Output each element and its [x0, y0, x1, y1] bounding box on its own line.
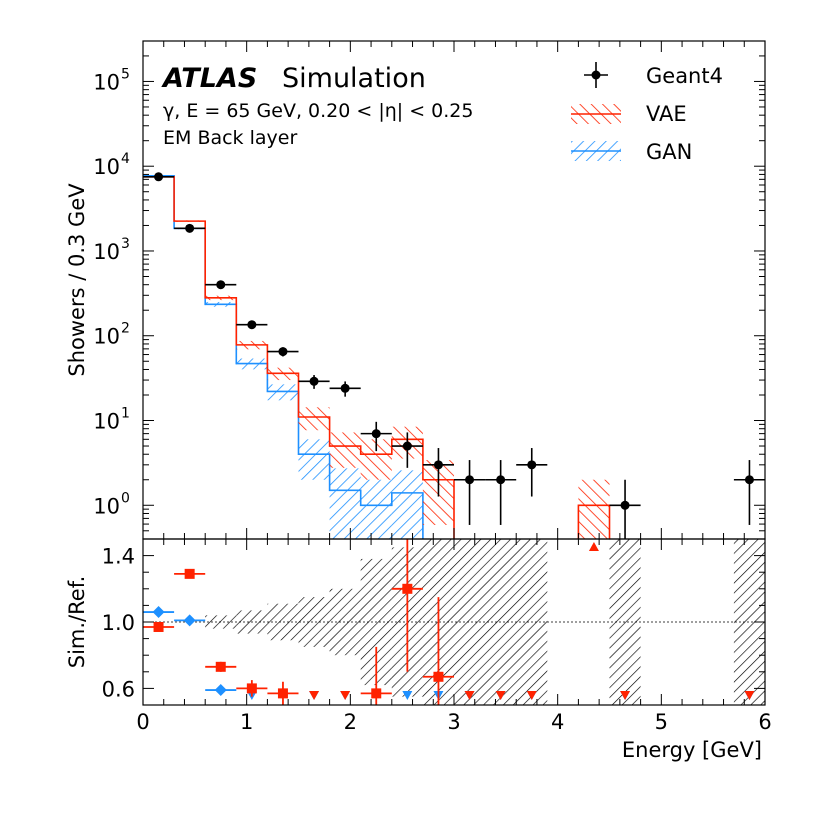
- vae-ratio-point: [153, 621, 164, 632]
- gan-hatch-bin: [267, 384, 299, 401]
- y-tick-label: 10: [93, 325, 120, 349]
- vae-ratio-point: [371, 688, 382, 699]
- geant4-point: [496, 475, 506, 485]
- annotation-line2: EM Back layer: [163, 127, 297, 149]
- legend: Geant4 VAE GAN: [571, 62, 723, 164]
- y-axis-label: Showers / 0.3 GeV: [65, 183, 89, 377]
- y-tick-exponent: 1: [121, 406, 130, 422]
- vae-ratio-point: [246, 683, 257, 694]
- y-tick-exponent: 3: [121, 236, 130, 252]
- x-tick-label: 0: [136, 710, 149, 734]
- geant4-point: [309, 376, 319, 386]
- y-tick-exponent: 2: [121, 321, 130, 337]
- y-tick-exponent: 5: [121, 66, 130, 82]
- vae-hatch-bin: [298, 407, 330, 431]
- geant4-point: [744, 475, 754, 485]
- geant4-point: [185, 223, 195, 233]
- geant4-point: [278, 347, 288, 357]
- geant4-point: [527, 460, 537, 470]
- vae-offscale-down-marker: [309, 691, 320, 700]
- geant4-point: [216, 280, 226, 290]
- gan-ratio-point: [214, 684, 227, 697]
- gan-hatch-bin: [360, 479, 392, 539]
- y-tick-label: 10: [93, 494, 120, 518]
- vae-ratio-point: [433, 671, 444, 682]
- vae-ratio-point: [402, 583, 413, 594]
- y-tick-exponent: 0: [121, 490, 130, 506]
- vae-step-line: [143, 175, 611, 539]
- annotation-line1: γ, E = 65 GeV, 0.20 < |η| < 0.25: [163, 100, 474, 122]
- ratio-y-tick-label: 1.0: [102, 611, 135, 635]
- vae-offscale-up-marker: [588, 542, 599, 551]
- gan-hatch-bin: [298, 439, 330, 480]
- x-tick-label: 2: [344, 710, 357, 734]
- y-tick-label: 10: [93, 155, 120, 179]
- vae-hatch-bin: [329, 432, 361, 468]
- legend-geant4-marker: [584, 62, 608, 88]
- vae-offscale-down-marker: [464, 691, 475, 700]
- y-tick-label: 10: [93, 240, 120, 264]
- gan-hatch-bin: [391, 470, 423, 539]
- vae-offscale-down-marker: [495, 691, 506, 700]
- vae-offscale-down-marker: [526, 691, 537, 700]
- legend-vae-label: VAE: [646, 102, 687, 126]
- vae-ratio-point: [277, 688, 288, 699]
- y-tick-label: 10: [93, 410, 120, 434]
- ratio-y-axis-label: Sim./Ref.: [65, 576, 89, 668]
- geant4-point: [371, 429, 381, 439]
- geant4-point: [340, 383, 350, 393]
- geant4-point: [402, 441, 412, 451]
- ratio-y-tick-label: 1.4: [102, 545, 135, 569]
- y-tick-label: 10: [93, 70, 120, 94]
- vae-ratio-point: [215, 661, 226, 672]
- ratio-panel: [143, 539, 765, 705]
- x-tick-label: 3: [447, 710, 460, 734]
- gan-hatch-bin: [329, 468, 361, 539]
- geant4-point: [247, 320, 257, 330]
- gan-offscale-down-marker: [402, 691, 413, 700]
- x-axis-label: Energy [GeV]: [622, 738, 762, 762]
- geant4-point: [620, 500, 630, 510]
- ratio-y-tick-label: 0.6: [102, 677, 135, 701]
- x-tick-label: 5: [655, 710, 668, 734]
- vae-offscale-down-marker: [340, 691, 351, 700]
- legend-geant4-label: Geant4: [646, 64, 723, 88]
- main-panel: [143, 172, 765, 539]
- vae-ratio-point: [184, 568, 195, 579]
- y-tick-exponent: 4: [121, 151, 130, 167]
- experiment-label: ATLAS: [161, 63, 257, 94]
- legend-gan-label: GAN: [646, 140, 692, 164]
- geant4-point: [465, 475, 475, 485]
- vae-offscale-down-marker: [744, 691, 755, 700]
- x-tick-label: 1: [240, 710, 253, 734]
- geant4-point: [154, 172, 164, 182]
- simulation-label: Simulation: [282, 63, 426, 94]
- gan-ratio-point: [152, 606, 165, 619]
- x-tick-label: 4: [551, 710, 564, 734]
- vae-offscale-down-marker: [620, 691, 631, 700]
- geant4-point: [433, 460, 443, 470]
- gan-step-line: [143, 175, 424, 539]
- vae-hatch-bin: [578, 479, 610, 539]
- gan-ratio-point: [183, 614, 196, 627]
- x-tick-label: 6: [758, 710, 771, 734]
